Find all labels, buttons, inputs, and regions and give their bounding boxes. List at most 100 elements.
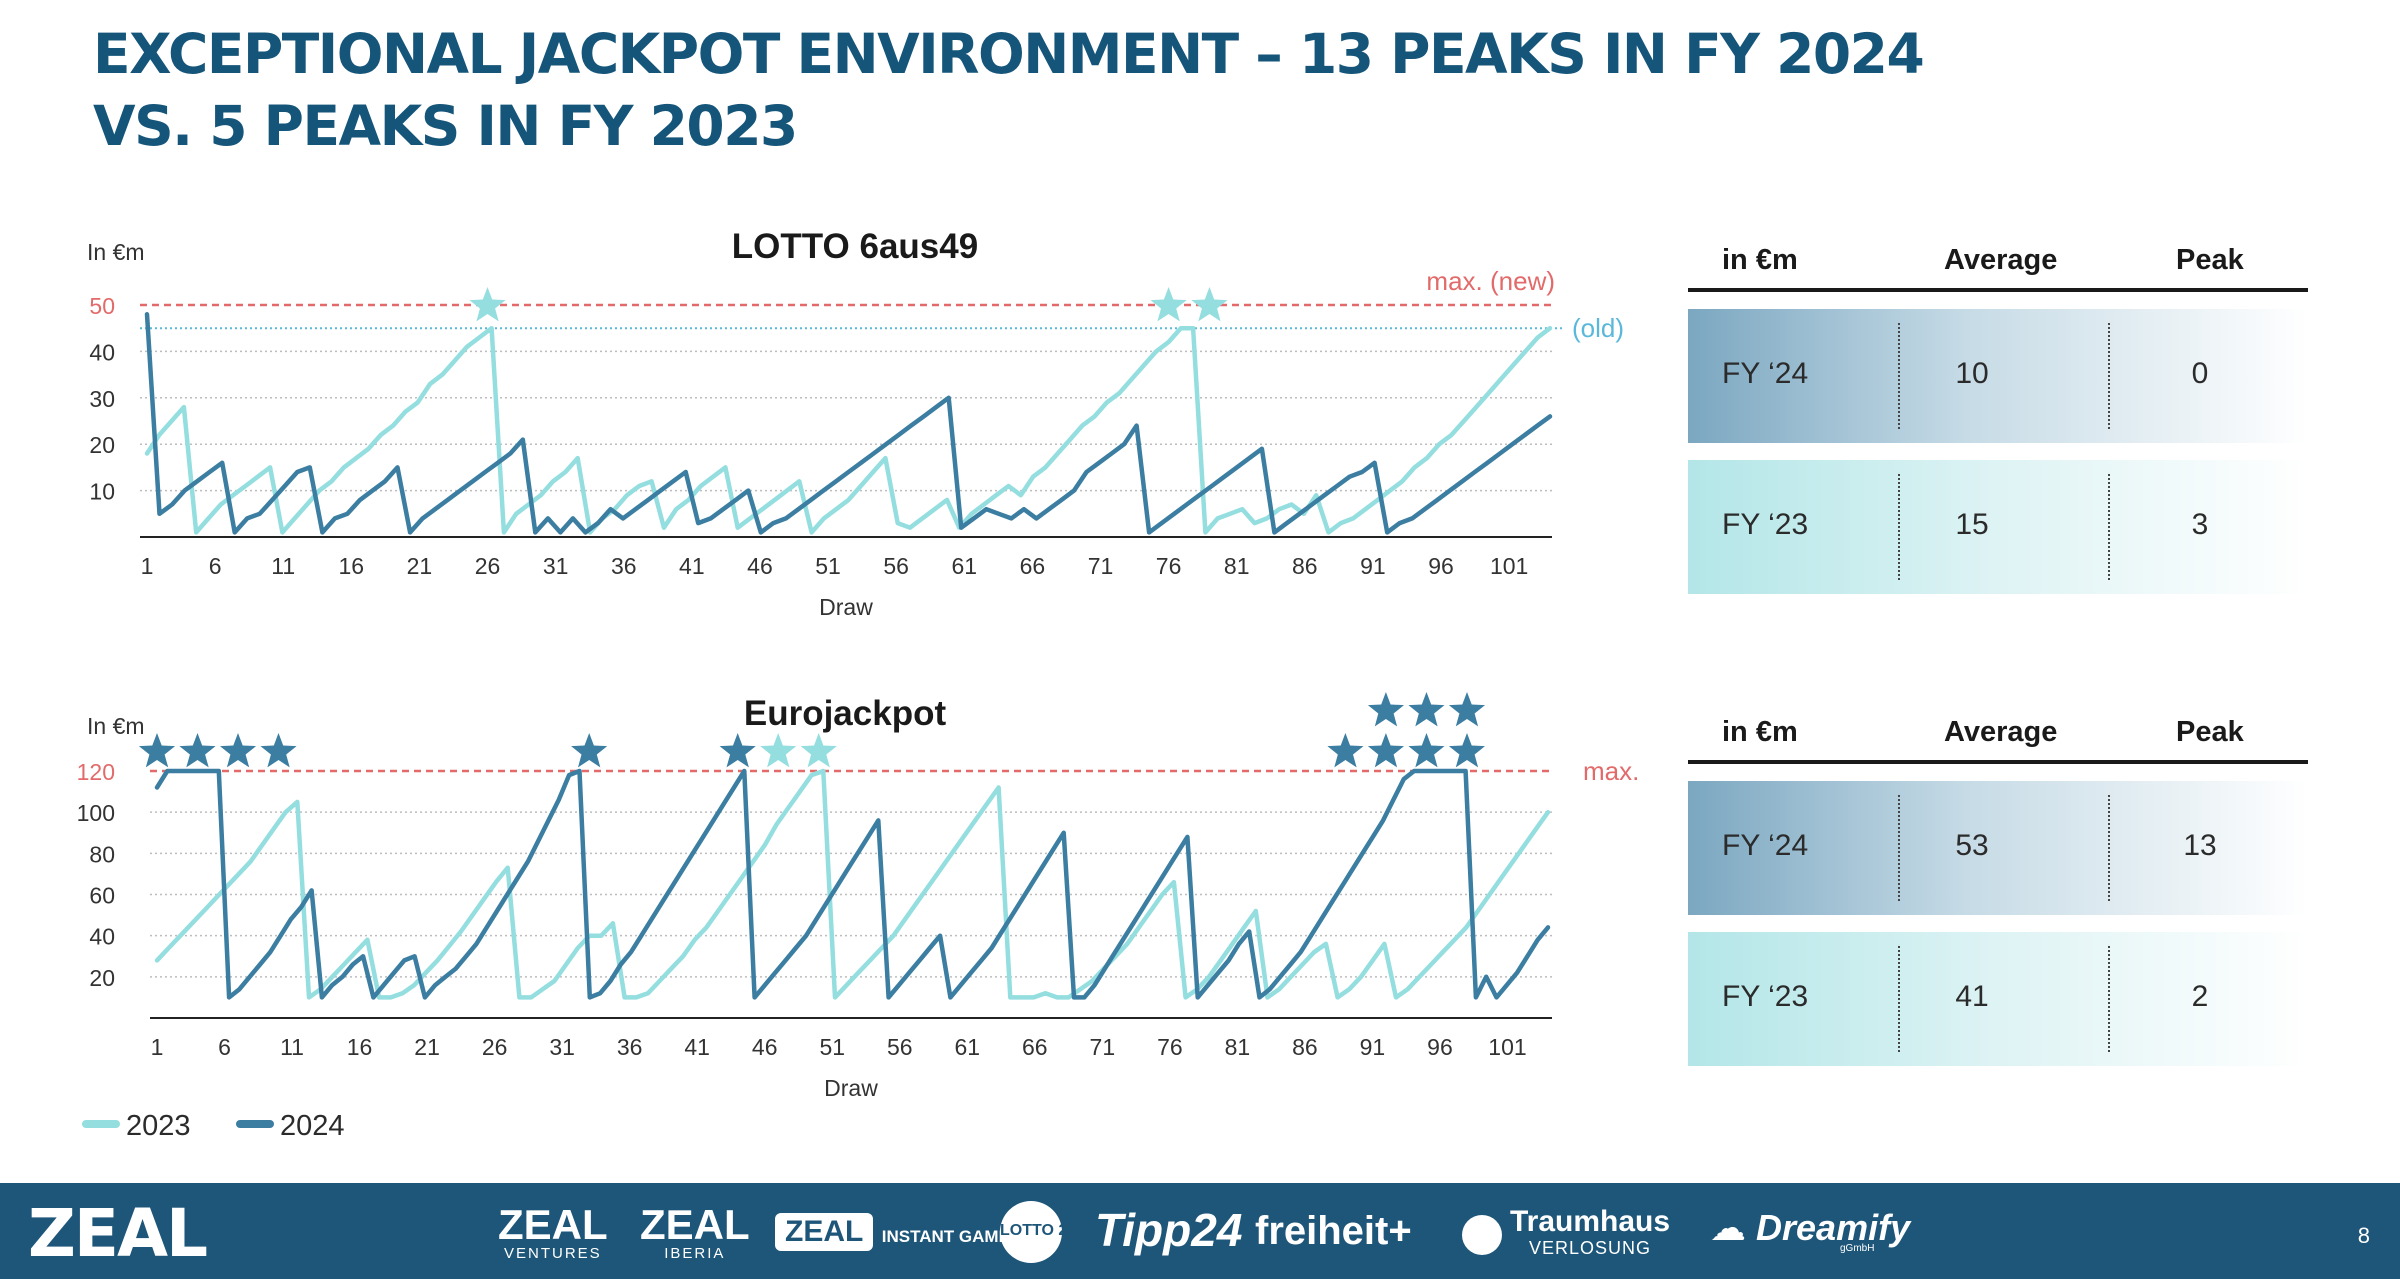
brand-sub: INSTANT GAMES — [881, 1226, 1022, 1246]
y-unit-label: In €m — [87, 239, 145, 265]
x-tick-label: 21 — [407, 553, 433, 579]
chart-title: Eurojackpot — [744, 694, 947, 733]
divider — [2108, 795, 2110, 901]
brand-name: ZEAL — [498, 1201, 608, 1248]
x-tick-label: 46 — [747, 553, 773, 579]
brand-dreamify: ☁ Dreamify gGmbH — [1710, 1207, 1910, 1254]
peak-star-icon — [1367, 692, 1404, 727]
table-header-unit: in €m — [1722, 244, 1798, 276]
brand-name: ZEAL — [640, 1201, 750, 1248]
brand-sub: IBERIA — [664, 1245, 726, 1262]
x-tick-label: 16 — [339, 553, 365, 579]
x-tick-label: 91 — [1360, 1034, 1386, 1060]
x-tick-label: 36 — [617, 1034, 643, 1060]
brand-name: ZEAL — [775, 1213, 874, 1251]
legend-item-2023: 2023 — [82, 1110, 191, 1143]
legend-label-2023: 2023 — [126, 1110, 191, 1142]
series-line-2023 — [154, 768, 1551, 1000]
page-title-line-1: EXCEPTIONAL JACKPOT ENVIRONMENT – 13 PEA… — [93, 22, 1925, 86]
max-line-label: max. — [1583, 756, 1639, 786]
x-tick-label: 91 — [1360, 553, 1386, 579]
x-tick-label: 11 — [280, 1034, 304, 1060]
page-number: 8 — [2357, 1223, 2370, 1248]
chart-title: LOTTO 6aus49 — [732, 227, 978, 266]
y-tick-label: 40 — [89, 924, 115, 950]
x-tick-label: 56 — [883, 553, 909, 579]
row-peak: 13 — [2183, 829, 2217, 862]
divider — [1898, 795, 1900, 901]
x-tick-label: 66 — [1022, 1034, 1048, 1060]
x-axis-label: Draw — [824, 1075, 878, 1101]
y-tick-label: 40 — [89, 339, 115, 365]
x-tick-label: 81 — [1225, 1034, 1251, 1060]
table-header-average: Average — [1944, 244, 2058, 276]
x-tick-label: 6 — [209, 553, 222, 579]
legend-item-2024: 2024 — [236, 1110, 345, 1143]
x-tick-label: 21 — [414, 1034, 440, 1060]
brand-name: Dreamify — [1756, 1207, 1911, 1248]
y-tick-label: 60 — [89, 883, 115, 909]
divider — [1898, 323, 1900, 429]
table-header-peak: Peak — [2176, 716, 2244, 748]
brand-zeal-iberia: ZEAL IBERIA — [640, 1201, 750, 1262]
x-tick-label: 81 — [1224, 553, 1250, 579]
peak-star-icon — [220, 733, 257, 768]
cloud-star-icon: ☁ — [1710, 1207, 1757, 1248]
x-axis-label: Draw — [819, 594, 873, 620]
y-unit-label: In €m — [87, 713, 145, 739]
peak-star-icon — [469, 287, 506, 322]
old-max-line-label: (old) — [1572, 313, 1624, 343]
x-tick-label: 41 — [684, 1034, 710, 1060]
row-peak: 2 — [2191, 980, 2209, 1013]
zeal-logo: ZEAL — [28, 1195, 208, 1272]
x-tick-label: 1 — [151, 1034, 164, 1060]
table-row-fy24: FY ‘24 10 0 — [1688, 309, 2308, 443]
x-tick-label: 16 — [347, 1034, 373, 1060]
footer-bar: ZEAL ZEAL VENTURES ZEAL IBERIA ZEAL INST… — [0, 1183, 2400, 1279]
divider — [1898, 946, 1900, 1052]
x-tick-label: 36 — [611, 553, 637, 579]
x-tick-label: 101 — [1488, 1034, 1526, 1060]
x-tick-label: 71 — [1088, 553, 1114, 579]
x-tick-label: 61 — [951, 553, 977, 579]
brand-lotto24: LOTTO 24 — [1000, 1201, 1076, 1263]
house-icon — [1462, 1215, 1502, 1255]
peak-star-icon — [1448, 692, 1485, 727]
row-average: 53 — [1955, 829, 1989, 862]
peak-star-icon — [571, 733, 608, 768]
peak-star-icon — [179, 733, 216, 768]
row-peak: 3 — [2191, 508, 2209, 541]
divider — [2108, 946, 2110, 1052]
x-tick-label: 66 — [1020, 553, 1046, 579]
y-tick-label: 20 — [89, 432, 115, 458]
x-tick-label: 61 — [954, 1034, 980, 1060]
row-average: 41 — [1955, 980, 1989, 1013]
peak-star-icon — [760, 733, 797, 768]
table-row-fy23: FY ‘23 15 3 — [1688, 460, 2308, 594]
row-peak: 0 — [2191, 357, 2209, 390]
row-label: FY ‘24 — [1722, 829, 1809, 862]
x-tick-label: 56 — [887, 1034, 913, 1060]
x-tick-label: 96 — [1428, 553, 1454, 579]
table-header: in €m Average Peak — [1688, 700, 2308, 764]
divider — [2108, 474, 2110, 580]
x-tick-label: 41 — [679, 553, 705, 579]
max-line-label: max. (new) — [1426, 266, 1555, 296]
x-tick-label: 71 — [1090, 1034, 1116, 1060]
x-tick-label: 76 — [1157, 1034, 1183, 1060]
eurojackpot-summary-table: in €m Average Peak FY ‘24 53 13 FY ‘23 4… — [1688, 700, 2308, 1066]
divider — [2108, 323, 2110, 429]
series-line-2024 — [144, 312, 1553, 535]
legend-label-2024: 2024 — [280, 1110, 345, 1142]
y-tick-label: 10 — [89, 479, 115, 505]
x-tick-label: 31 — [549, 1034, 575, 1060]
brand-traumhaus: Traumhaus VERLOSUNG — [1462, 1207, 1670, 1261]
row-label: FY ‘23 — [1722, 508, 1809, 541]
peak-star-icon — [260, 733, 297, 768]
brand-tipp24: Tipp24 — [1095, 1204, 1243, 1256]
x-tick-label: 96 — [1427, 1034, 1453, 1060]
y-tick-label: 100 — [77, 800, 115, 826]
